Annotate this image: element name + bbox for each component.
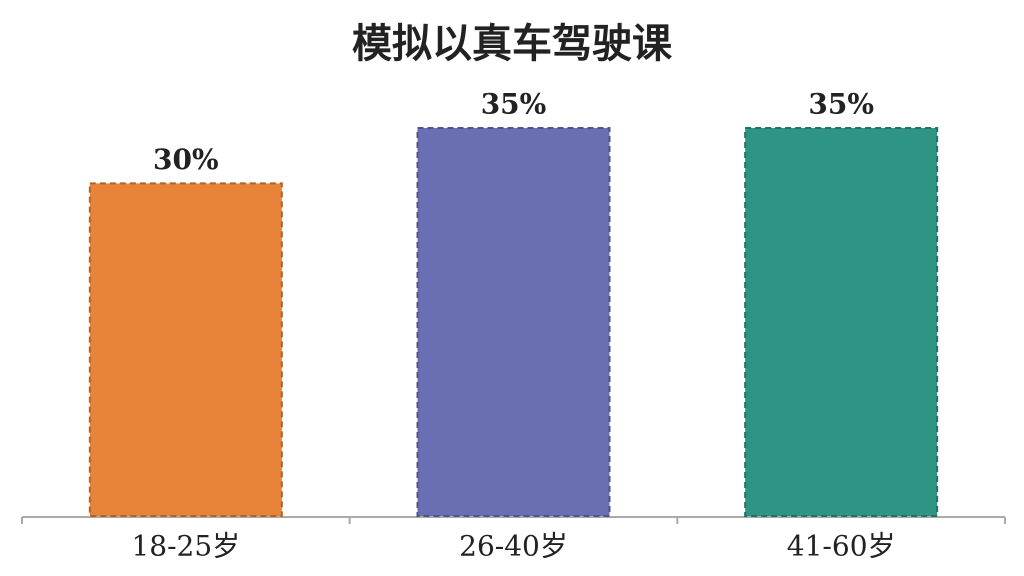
data-label: 30% [153, 143, 219, 176]
chart-title: 模拟以真车驾驶课 [352, 21, 673, 67]
data-label: 35% [481, 88, 547, 121]
x-tick-label: 26-40岁 [459, 530, 568, 563]
x-tick-label: 41-60岁 [787, 530, 896, 563]
x-tick-label: 18-25岁 [131, 530, 240, 563]
bar [416, 127, 611, 517]
data-label: 35% [808, 88, 874, 121]
bar [88, 182, 283, 518]
bar [744, 127, 939, 517]
